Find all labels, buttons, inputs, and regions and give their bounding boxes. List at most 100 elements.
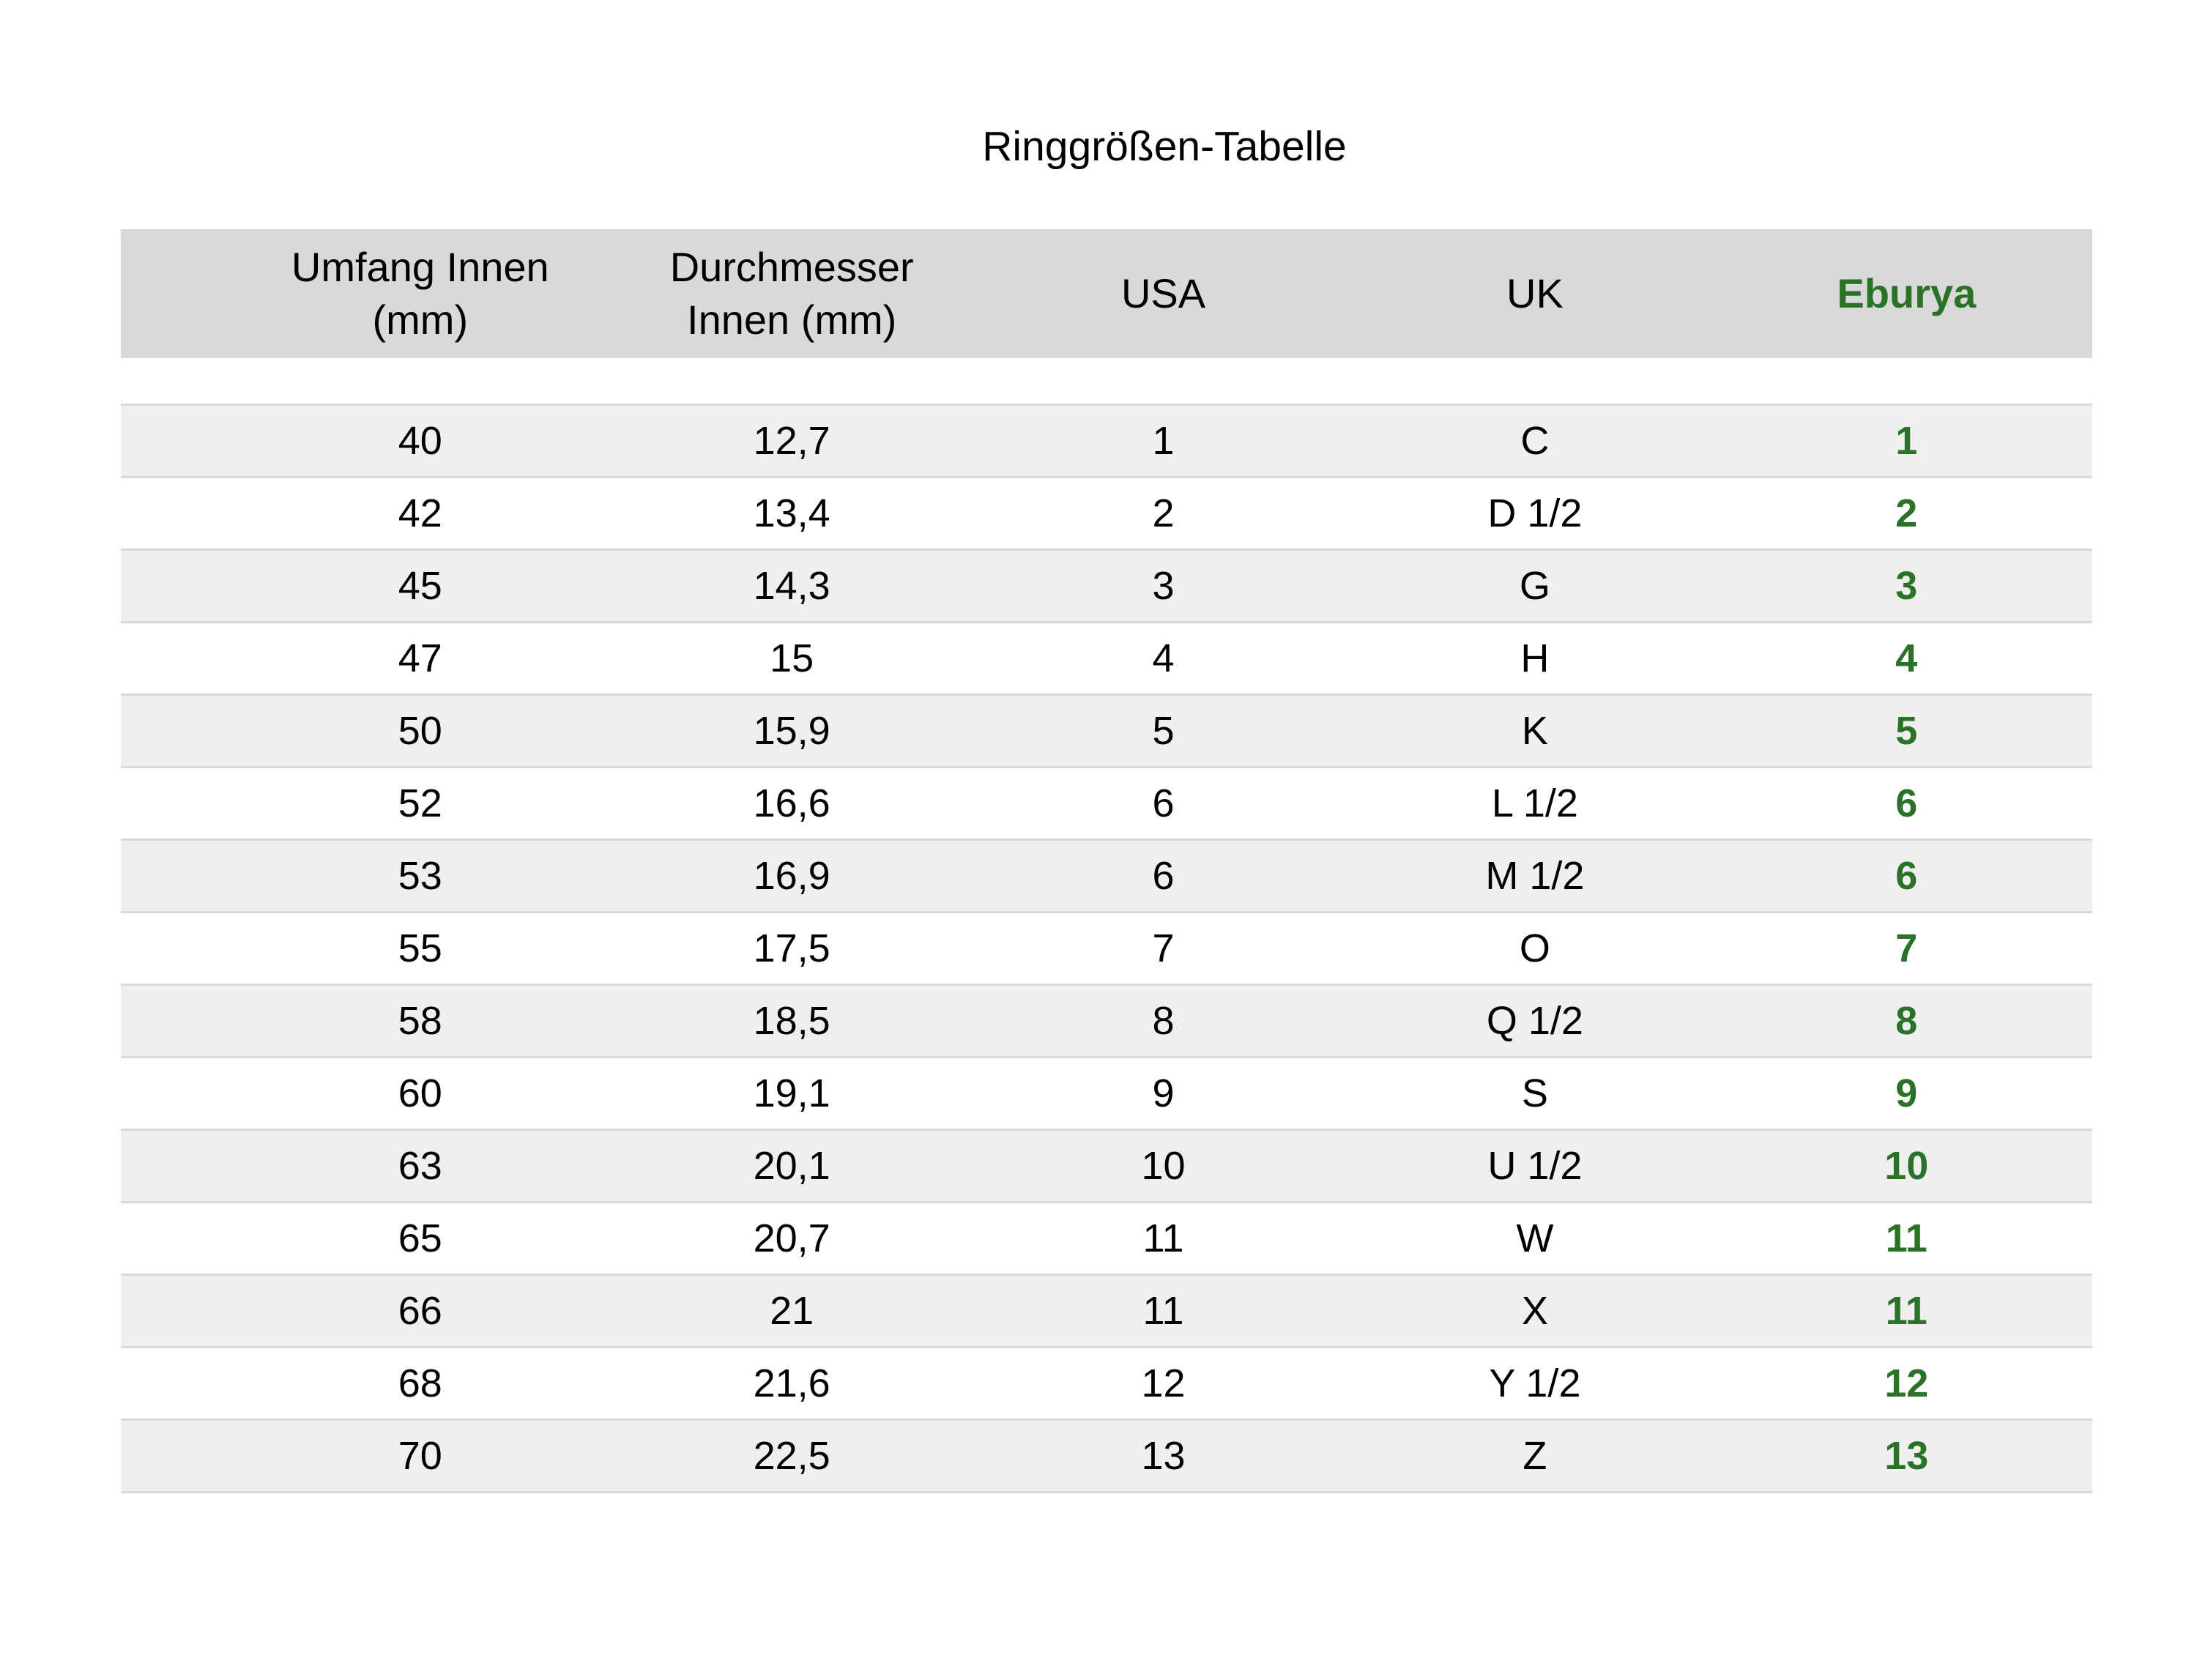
cell-eburya: 11 — [1720, 1201, 2092, 1275]
table-row: 40 12,7 1 C 1 — [121, 404, 2092, 477]
header-spacer-cell — [121, 229, 235, 358]
table-row: 65 20,7 11 W 11 — [121, 1201, 2092, 1275]
page-title: Ringgrößen-Tabelle — [982, 123, 1347, 170]
cell-uk: G — [1349, 549, 1721, 622]
cell-umfang-innen: 63 — [234, 1129, 606, 1203]
col-header-durchmesser-innen: Durchmesser Innen (mm) — [606, 229, 978, 358]
header-row: Umfang Innen (mm) Durchmesser Innen (mm)… — [121, 229, 2092, 358]
cell-umfang-innen: 55 — [234, 911, 606, 985]
row-spacer-cell — [121, 1201, 235, 1275]
table-body: 40 12,7 1 C 1 42 13,4 2 D 1/2 2 45 14,3 3 G 3 47 15 4 H 4 50… — [121, 404, 2092, 1493]
cell-uk: L 1/2 — [1349, 766, 1721, 840]
cell-durchmesser-innen: 20,7 — [606, 1201, 978, 1275]
cell-uk: D 1/2 — [1349, 476, 1721, 550]
cell-eburya: 6 — [1720, 766, 2092, 840]
header-gap — [121, 358, 2092, 405]
cell-durchmesser-innen: 15,9 — [606, 694, 978, 767]
cell-usa: 10 — [977, 1129, 1350, 1203]
row-spacer-cell — [121, 404, 235, 477]
cell-umfang-innen: 50 — [234, 694, 606, 767]
table-row: 68 21,6 12 Y 1/2 12 — [121, 1346, 2092, 1420]
cell-umfang-innen: 66 — [234, 1274, 606, 1348]
cell-umfang-innen: 53 — [234, 839, 606, 913]
cell-durchmesser-innen: 21 — [606, 1274, 978, 1348]
cell-durchmesser-innen: 17,5 — [606, 911, 978, 985]
row-spacer-cell — [121, 911, 235, 985]
cell-usa: 4 — [977, 621, 1350, 695]
cell-uk: X — [1349, 1274, 1721, 1348]
cell-eburya: 2 — [1720, 476, 2092, 550]
cell-uk: Z — [1349, 1419, 1721, 1493]
cell-eburya: 1 — [1720, 404, 2092, 477]
table-row: 60 19,1 9 S 9 — [121, 1056, 2092, 1130]
cell-usa: 11 — [977, 1274, 1350, 1348]
cell-umfang-innen: 52 — [234, 766, 606, 840]
cell-eburya: 7 — [1720, 911, 2092, 985]
cell-usa: 11 — [977, 1201, 1350, 1275]
col-header-eburya: Eburya — [1720, 229, 2092, 358]
col-header-usa: USA — [977, 229, 1350, 358]
col-header-uk: UK — [1349, 229, 1721, 358]
cell-durchmesser-innen: 16,6 — [606, 766, 978, 840]
cell-umfang-innen: 58 — [234, 984, 606, 1058]
cell-umfang-innen: 42 — [234, 476, 606, 550]
cell-eburya: 5 — [1720, 694, 2092, 767]
cell-umfang-innen: 65 — [234, 1201, 606, 1275]
cell-uk: U 1/2 — [1349, 1129, 1721, 1203]
row-spacer-cell — [121, 1419, 235, 1493]
cell-usa: 13 — [977, 1419, 1350, 1493]
cell-usa: 3 — [977, 549, 1350, 622]
cell-durchmesser-innen: 22,5 — [606, 1419, 978, 1493]
table-row: 50 15,9 5 K 5 — [121, 694, 2092, 767]
row-spacer-cell — [121, 1346, 235, 1420]
row-spacer-cell — [121, 549, 235, 622]
cell-umfang-innen: 47 — [234, 621, 606, 695]
cell-durchmesser-innen: 20,1 — [606, 1129, 978, 1203]
row-spacer-cell — [121, 1056, 235, 1130]
cell-usa: 1 — [977, 404, 1350, 477]
cell-usa: 9 — [977, 1056, 1350, 1130]
table-row: 42 13,4 2 D 1/2 2 — [121, 476, 2092, 550]
cell-uk: S — [1349, 1056, 1721, 1130]
cell-usa: 6 — [977, 839, 1350, 913]
cell-umfang-innen: 45 — [234, 549, 606, 622]
cell-eburya: 10 — [1720, 1129, 2092, 1203]
table-row: 63 20,1 10 U 1/2 10 — [121, 1129, 2092, 1203]
table-row: 47 15 4 H 4 — [121, 621, 2092, 695]
table-row: 53 16,9 6 M 1/2 6 — [121, 839, 2092, 913]
table-row: 70 22,5 13 Z 13 — [121, 1419, 2092, 1493]
cell-durchmesser-innen: 21,6 — [606, 1346, 978, 1420]
cell-usa: 2 — [977, 476, 1350, 550]
cell-eburya: 13 — [1720, 1419, 2092, 1493]
cell-usa: 8 — [977, 984, 1350, 1058]
table-row: 55 17,5 7 O 7 — [121, 911, 2092, 985]
table-row: 58 18,5 8 Q 1/2 8 — [121, 984, 2092, 1058]
table-row: 52 16,6 6 L 1/2 6 — [121, 766, 2092, 840]
cell-uk: M 1/2 — [1349, 839, 1721, 913]
row-spacer-cell — [121, 1274, 235, 1348]
cell-uk: O — [1349, 911, 1721, 985]
cell-uk: W — [1349, 1201, 1721, 1275]
col-header-umfang-innen: Umfang Innen (mm) — [234, 229, 606, 358]
cell-durchmesser-innen: 18,5 — [606, 984, 978, 1058]
cell-durchmesser-innen: 14,3 — [606, 549, 978, 622]
row-spacer-cell — [121, 766, 235, 840]
row-spacer-cell — [121, 621, 235, 695]
cell-durchmesser-innen: 19,1 — [606, 1056, 978, 1130]
cell-eburya: 12 — [1720, 1346, 2092, 1420]
cell-uk: K — [1349, 694, 1721, 767]
row-spacer-cell — [121, 1129, 235, 1203]
cell-eburya: 11 — [1720, 1274, 2092, 1348]
cell-umfang-innen: 70 — [234, 1419, 606, 1493]
header-gap-cell — [121, 358, 2092, 405]
cell-eburya: 6 — [1720, 839, 2092, 913]
ring-size-table: Umfang Innen (mm) Durchmesser Innen (mm)… — [121, 229, 2092, 1493]
cell-usa: 7 — [977, 911, 1350, 985]
cell-umfang-innen: 40 — [234, 404, 606, 477]
row-spacer-cell — [121, 984, 235, 1058]
row-spacer-cell — [121, 694, 235, 767]
cell-eburya: 8 — [1720, 984, 2092, 1058]
cell-umfang-innen: 60 — [234, 1056, 606, 1130]
cell-uk: Y 1/2 — [1349, 1346, 1721, 1420]
cell-usa: 5 — [977, 694, 1350, 767]
